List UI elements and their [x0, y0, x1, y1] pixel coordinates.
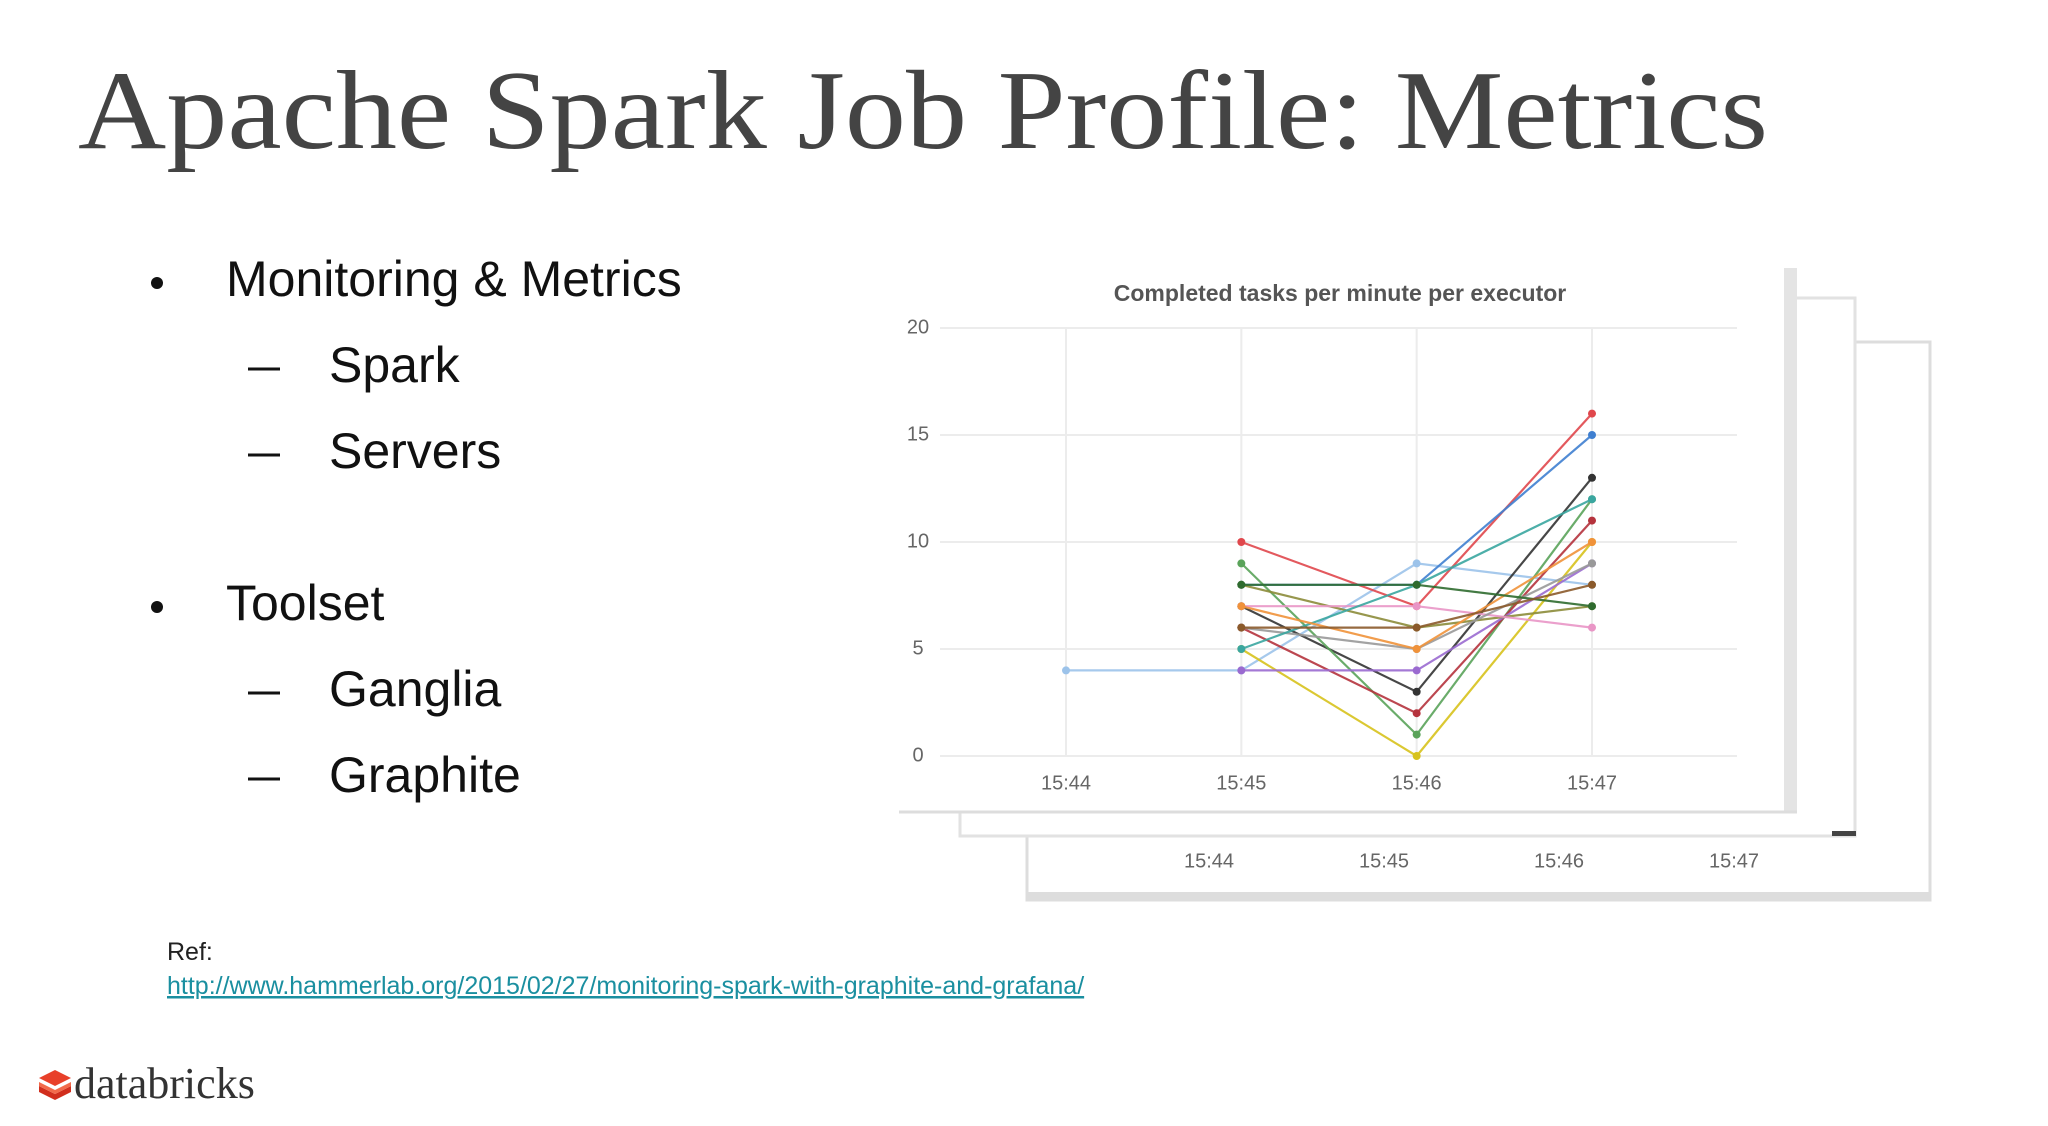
data-point: [1588, 516, 1596, 525]
back-axis: 15:44 15:45 15:46 15:47: [1184, 850, 1759, 872]
data-point: [1062, 666, 1070, 675]
back-x-tick-label: 15:46: [1534, 850, 1584, 872]
y-tick-label: 10: [907, 530, 929, 552]
data-point: [1588, 473, 1596, 482]
x-tick-label: 15:44: [1041, 772, 1091, 794]
data-point: [1237, 623, 1246, 632]
data-point: [1588, 431, 1596, 439]
sub-bullet-text: Ganglia: [329, 661, 502, 717]
back-x-tick-label: 15:47: [1709, 850, 1759, 872]
bullet-text: Monitoring & Metrics: [226, 251, 682, 307]
chart-panel: [899, 268, 1796, 812]
panel-edge: [1784, 268, 1797, 812]
y-tick-label: 5: [912, 637, 923, 659]
data-point: [1412, 645, 1421, 653]
sub-bullet-text: Graphite: [329, 747, 521, 803]
chart-title: Completed tasks per minute per executor: [1114, 280, 1567, 306]
data-point: [1588, 409, 1596, 418]
data-point: [1588, 559, 1596, 568]
data-point: [1588, 495, 1596, 504]
bullet-dot: [151, 277, 163, 289]
back-x-tick-label: 15:45: [1359, 850, 1409, 872]
data-point: [1412, 752, 1421, 760]
data-point: [1588, 580, 1596, 589]
data-point: [1237, 645, 1246, 653]
x-tick-label: 15:45: [1216, 772, 1266, 794]
sub-bullet-text: Spark: [329, 337, 461, 393]
data-point: [1237, 538, 1246, 546]
data-point: [1588, 538, 1596, 546]
back-x-tick-label: 15:44: [1184, 850, 1234, 872]
data-point: [1237, 666, 1246, 675]
y-tick-label: 20: [907, 316, 929, 338]
data-point: [1237, 580, 1246, 589]
y-tick-label: 15: [907, 423, 929, 445]
plot: 0 5 10 15 20 15:44 15:45 15:46 15:47: [907, 316, 1737, 794]
data-point: [1237, 559, 1246, 568]
logo-text: databricks: [74, 1059, 255, 1108]
y-tick-label: 0: [912, 744, 923, 766]
data-point: [1412, 709, 1421, 718]
data-point: [1412, 623, 1421, 632]
x-tick-label: 15:47: [1567, 772, 1617, 794]
bullet-text: Toolset: [226, 575, 385, 631]
panel-shadow: [1027, 892, 1930, 901]
data-point: [1588, 602, 1596, 611]
ref-link[interactable]: http://www.hammerlab.org/2015/02/27/moni…: [167, 972, 1084, 1000]
slide-title: Apache Spark Job Profile: Metrics: [78, 49, 1768, 173]
panel-mark: [1832, 831, 1856, 836]
sub-bullet-text: Servers: [329, 423, 501, 479]
ref-label: Ref:: [167, 938, 213, 966]
data-point: [1412, 559, 1421, 568]
data-point: [1412, 730, 1421, 739]
x-tick-label: 15:46: [1392, 772, 1442, 794]
data-point: [1412, 666, 1421, 675]
logo-icon: [39, 1070, 71, 1100]
data-point: [1412, 602, 1421, 611]
data-point: [1412, 580, 1421, 589]
bullet-dot: [151, 601, 163, 613]
data-point: [1588, 623, 1596, 632]
data-point: [1237, 602, 1246, 611]
data-point: [1412, 687, 1421, 696]
